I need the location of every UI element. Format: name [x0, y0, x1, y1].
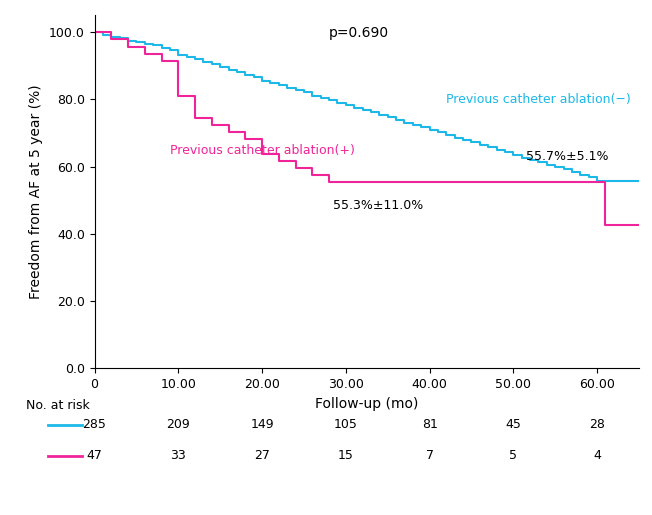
- Text: 33: 33: [170, 449, 186, 462]
- Text: 45: 45: [505, 418, 521, 432]
- Text: p=0.690: p=0.690: [329, 26, 389, 40]
- X-axis label: Follow-up (mo): Follow-up (mo): [315, 397, 419, 410]
- Text: 105: 105: [334, 418, 358, 432]
- Text: 27: 27: [254, 449, 270, 462]
- Text: 4: 4: [593, 449, 601, 462]
- Text: 285: 285: [83, 418, 106, 432]
- Text: Previous catheter ablation(+): Previous catheter ablation(+): [170, 144, 355, 157]
- Text: 15: 15: [338, 449, 354, 462]
- Text: 209: 209: [166, 418, 190, 432]
- Text: 5: 5: [509, 449, 517, 462]
- Text: 28: 28: [589, 418, 605, 432]
- Text: 55.7%±5.1%: 55.7%±5.1%: [526, 150, 608, 163]
- Text: No. at risk: No. at risk: [26, 399, 90, 412]
- Text: 7: 7: [426, 449, 434, 462]
- Text: 81: 81: [422, 418, 437, 432]
- Text: 149: 149: [250, 418, 274, 432]
- Text: 55.3%±11.0%: 55.3%±11.0%: [333, 199, 424, 212]
- Y-axis label: Freedom from AF at 5 year (%): Freedom from AF at 5 year (%): [29, 84, 44, 299]
- Text: 47: 47: [87, 449, 102, 462]
- Text: Previous catheter ablation(−): Previous catheter ablation(−): [447, 93, 631, 106]
